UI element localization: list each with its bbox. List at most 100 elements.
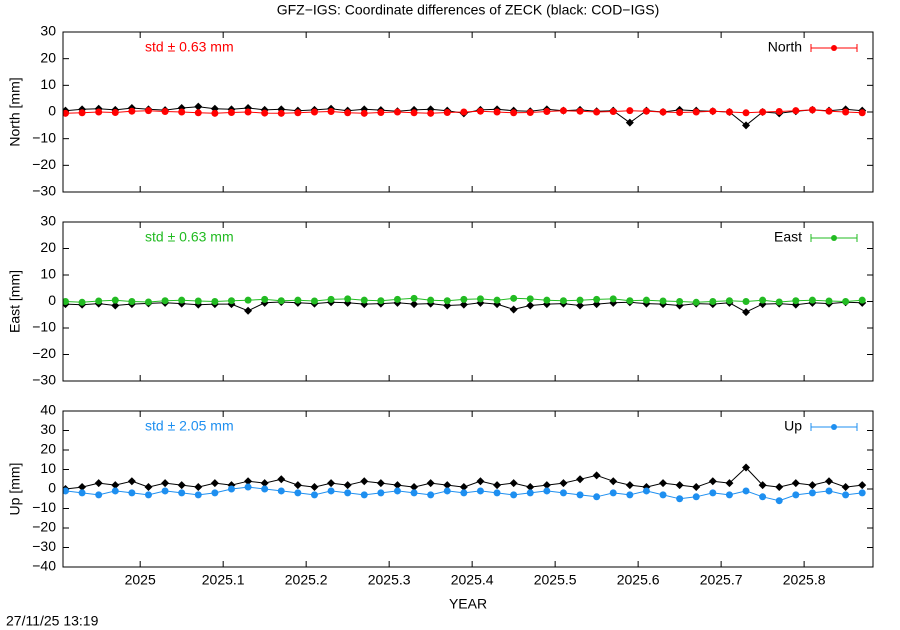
data-point bbox=[709, 107, 717, 115]
data-point bbox=[742, 298, 750, 305]
data-point bbox=[559, 489, 567, 497]
data-point bbox=[293, 481, 302, 490]
data-point bbox=[211, 489, 219, 497]
y-tick-label: 40 bbox=[40, 402, 56, 418]
data-point bbox=[576, 296, 584, 304]
data-point bbox=[111, 301, 120, 310]
data-point bbox=[858, 109, 866, 117]
data-point bbox=[526, 489, 534, 497]
data-point bbox=[676, 495, 684, 503]
data-point bbox=[543, 107, 551, 115]
legend-label: North bbox=[768, 39, 802, 55]
data-point bbox=[493, 489, 501, 497]
y-tick-label: −10 bbox=[32, 499, 56, 515]
data-point bbox=[476, 477, 485, 486]
data-point bbox=[792, 297, 800, 305]
y-tick-label: 30 bbox=[40, 213, 56, 229]
data-point bbox=[178, 296, 186, 304]
data-point bbox=[808, 106, 816, 114]
data-point bbox=[692, 493, 700, 501]
data-point bbox=[426, 479, 435, 488]
data-point bbox=[111, 109, 119, 117]
data-point bbox=[427, 296, 435, 304]
data-point bbox=[393, 481, 402, 490]
data-point bbox=[161, 297, 169, 305]
data-point bbox=[626, 491, 634, 499]
data-point bbox=[277, 297, 285, 305]
data-point bbox=[576, 107, 584, 115]
data-point bbox=[377, 297, 385, 305]
y-tick-label: 0 bbox=[48, 292, 56, 308]
data-point bbox=[742, 121, 751, 130]
data-point bbox=[261, 109, 269, 117]
data-point bbox=[327, 295, 335, 303]
data-point bbox=[344, 295, 352, 303]
data-point bbox=[427, 109, 435, 117]
x-tick-label: 2025.1 bbox=[202, 572, 245, 588]
data-point bbox=[692, 483, 701, 492]
data-point bbox=[410, 300, 419, 309]
data-point bbox=[808, 296, 816, 304]
data-point bbox=[775, 298, 783, 306]
data-point bbox=[542, 481, 551, 490]
data-point bbox=[310, 483, 319, 492]
x-tick-label: 2025.3 bbox=[368, 572, 411, 588]
data-point bbox=[659, 108, 667, 116]
y-tick-label: 10 bbox=[40, 460, 56, 476]
data-point bbox=[127, 477, 136, 486]
data-point bbox=[842, 108, 850, 116]
data-point bbox=[244, 483, 252, 491]
data-point bbox=[742, 487, 750, 495]
y-tick-label: −20 bbox=[32, 156, 56, 172]
data-point bbox=[825, 477, 834, 486]
data-point bbox=[808, 489, 816, 497]
data-point bbox=[725, 108, 733, 116]
x-tick-label: 2025.7 bbox=[700, 572, 743, 588]
data-point bbox=[493, 481, 502, 490]
std-annotation: std ± 2.05 mm bbox=[145, 418, 234, 434]
data-point bbox=[144, 491, 152, 499]
data-point bbox=[675, 481, 684, 490]
data-point bbox=[593, 493, 601, 501]
data-point bbox=[559, 107, 567, 115]
legend-label: East bbox=[774, 229, 802, 245]
x-tick-label: 2025.6 bbox=[617, 572, 660, 588]
data-point bbox=[294, 296, 302, 304]
data-point bbox=[144, 483, 153, 492]
data-point bbox=[576, 301, 585, 310]
timestamp: 27/11/25 13:19 bbox=[6, 613, 99, 629]
std-annotation: std ± 0.63 mm bbox=[145, 39, 234, 55]
data-point bbox=[393, 487, 401, 495]
y-tick-label: 0 bbox=[48, 480, 56, 496]
y-tick-label: −40 bbox=[32, 558, 56, 574]
data-point bbox=[194, 491, 202, 499]
data-point bbox=[244, 108, 252, 116]
plot-area bbox=[63, 102, 867, 130]
data-point bbox=[294, 489, 302, 497]
data-point bbox=[459, 300, 468, 309]
data-point bbox=[792, 491, 800, 499]
data-point bbox=[161, 107, 169, 115]
x-tick-label: 2025.5 bbox=[534, 572, 577, 588]
data-point bbox=[410, 294, 418, 302]
data-point bbox=[95, 108, 103, 116]
data-point bbox=[128, 298, 136, 305]
data-point bbox=[360, 296, 368, 304]
data-point bbox=[576, 491, 584, 499]
data-point bbox=[476, 487, 484, 495]
y-tick-label: −10 bbox=[32, 129, 56, 145]
data-point bbox=[310, 108, 318, 116]
data-point bbox=[476, 107, 484, 115]
data-point bbox=[725, 491, 733, 499]
data-point bbox=[625, 118, 634, 127]
data-point bbox=[360, 491, 368, 499]
data-point bbox=[759, 108, 767, 116]
y-axis-label: Up [mm] bbox=[7, 463, 23, 516]
data-point bbox=[344, 489, 352, 497]
data-point bbox=[559, 479, 568, 488]
y-tick-label: −20 bbox=[32, 345, 56, 361]
data-point bbox=[178, 489, 186, 497]
legend-point bbox=[831, 45, 837, 51]
data-point bbox=[377, 489, 385, 497]
